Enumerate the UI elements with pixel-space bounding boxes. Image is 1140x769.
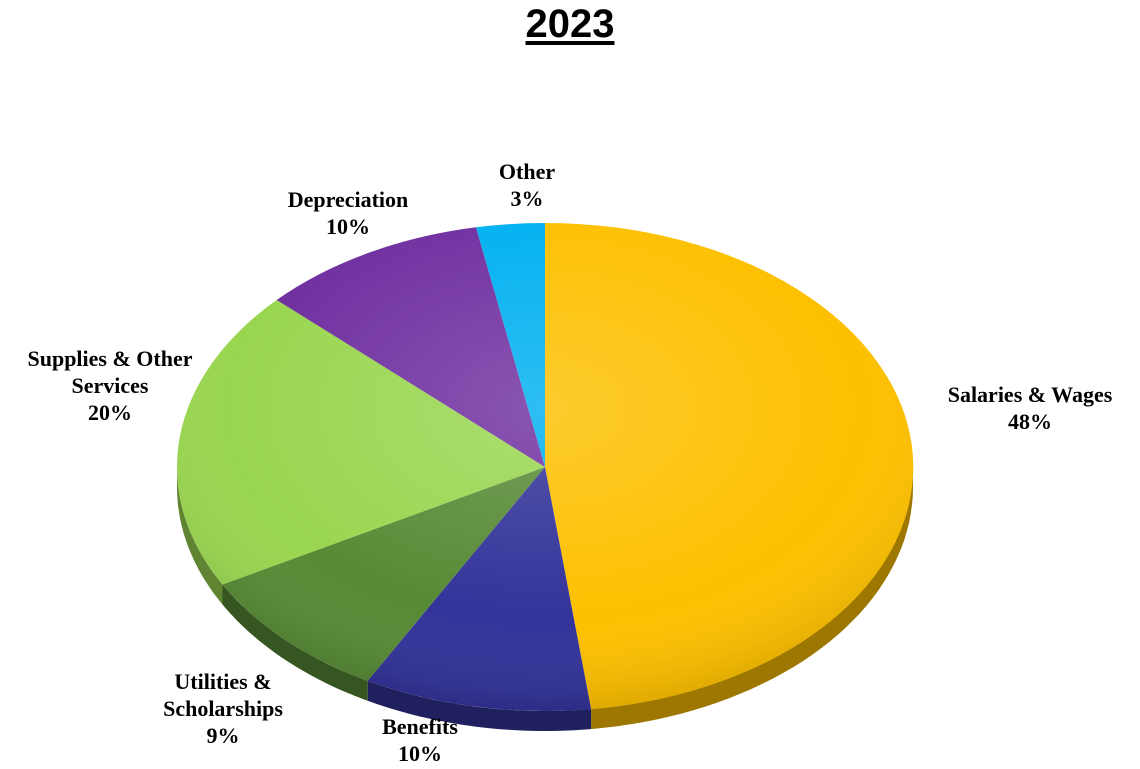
pie-depth [177, 467, 913, 731]
pie-side-salaries-and-wages [591, 467, 913, 730]
slice-label-line: 3% [511, 186, 544, 211]
pie-top [177, 222, 914, 712]
slice-label-line: 48% [1008, 409, 1052, 434]
slice-label-depreciation: Depreciation 10% [288, 187, 409, 239]
slice-label-line: 10% [326, 214, 370, 239]
slice-label-utilities-and-scholarships: Utilities & Scholarships 9% [163, 669, 283, 748]
pie-side-supplies-and-other-services [177, 467, 223, 605]
slice-label-benefits: Benefits 10% [382, 714, 458, 766]
slice-label-line: Salaries & Wages [948, 382, 1113, 407]
slice-label-line: Benefits [382, 714, 458, 739]
slice-label-line: 9% [207, 723, 240, 748]
slice-label-line: 10% [398, 741, 442, 766]
slice-label-line: Depreciation [288, 187, 409, 212]
slice-label-line: Supplies & Other [27, 346, 192, 371]
slice-label-line: Services [72, 373, 149, 398]
pie-side-utilities-and-scholarships [222, 584, 368, 701]
slice-label-line: Other [499, 159, 555, 184]
pie-side-benefits [367, 680, 592, 731]
pie-shine [177, 223, 913, 711]
slice-label-line: Utilities & [174, 669, 271, 694]
pie-labels: Salaries & Wages 48%Benefits 10%Utilities … [27, 159, 1112, 766]
slice-label-supplies-and-other-services: Supplies & Other Services 20% [27, 346, 192, 425]
slice-label-other: Other 3% [499, 159, 555, 211]
chart-title: 2023 [525, 2, 615, 46]
slice-label-line: Scholarships [163, 696, 283, 721]
slice-label-line: 20% [88, 400, 132, 425]
slice-label-salaries-and-wages: Salaries & Wages 48% [948, 382, 1113, 434]
